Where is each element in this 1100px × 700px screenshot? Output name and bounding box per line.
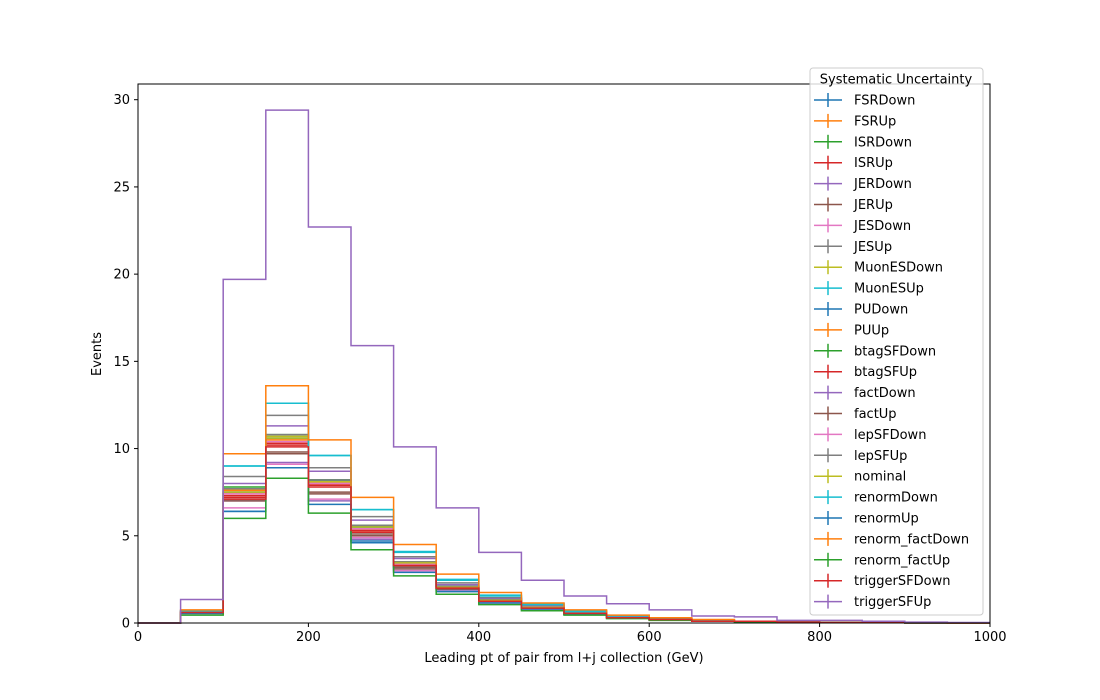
legend-label: renorm_factDown: [854, 532, 969, 547]
axes-frame: [137, 83, 991, 624]
y-tick-label: 25: [113, 180, 130, 195]
legend-items: FSRDown FSRUp ISRDown ISRUp JERDown JERUp JESD…: [814, 93, 969, 610]
legend-label: factDown: [854, 386, 916, 401]
legend-label: factUp: [854, 407, 897, 422]
legend-item-lepSFUp: lepSFUp: [814, 448, 907, 464]
x-tick-label: 600: [637, 630, 662, 645]
legend-item-factDown: factDown: [814, 385, 916, 401]
legend-item-FSRUp: FSRUp: [814, 113, 896, 129]
legend-item-lepSFDown: lepSFDown: [814, 427, 926, 443]
x-tick-label: 0: [134, 630, 142, 645]
legend-label: FSRDown: [854, 94, 915, 109]
legend-label: JERDown: [853, 177, 912, 192]
legend-label: MuonESUp: [854, 282, 924, 297]
legend-item-triggerSFDown: triggerSFDown: [814, 573, 950, 589]
legend-label: lepSFUp: [854, 449, 907, 464]
legend-item-nominal: nominal: [814, 469, 906, 485]
legend-label: btagSFDown: [854, 344, 936, 359]
legend-label: triggerSFDown: [854, 574, 950, 589]
legend-item-JESDown: JESDown: [814, 218, 911, 234]
y-tick-label: 0: [122, 617, 130, 632]
x-axis-label: Leading pt of pair from l+j collection (…: [424, 651, 703, 666]
y-axis-label: Events: [90, 332, 105, 376]
legend-item-JESUp: JESUp: [814, 239, 892, 255]
series-line-triggerSFDown: [138, 446, 990, 624]
y-tick-label: 15: [113, 355, 130, 370]
series-line-triggerSFUp: [138, 109, 990, 624]
legend-item-JERUp: JERUp: [814, 197, 893, 213]
legend-item-ISRDown: ISRDown: [814, 134, 912, 150]
y-tick-label: 20: [113, 268, 130, 283]
legend: Systematic Uncertainty FSRDown FSRUp ISRDo…: [809, 67, 984, 616]
legend-item-btagSFDown: btagSFDown: [814, 343, 936, 359]
legend-label: nominal: [854, 470, 906, 485]
legend-item-renorm_factUp: renorm_factUp: [814, 552, 950, 568]
legend-item-MuonESUp: MuonESUp: [814, 281, 924, 297]
legend-item-factUp: factUp: [814, 406, 897, 422]
legend-box: [809, 67, 984, 616]
legend-label: triggerSFUp: [854, 595, 931, 610]
legend-label: JERUp: [853, 198, 893, 213]
legend-item-PUUp: PUUp: [814, 322, 889, 338]
legend-label: renormDown: [854, 491, 938, 506]
legend-item-FSRDown: FSRDown: [814, 93, 915, 109]
legend-item-renorm_factDown: renorm_factDown: [814, 531, 969, 547]
legend-item-renormDown: renormDown: [814, 490, 938, 506]
legend-label: ISRUp: [854, 156, 893, 171]
legend-item-btagSFUp: btagSFUp: [814, 364, 917, 380]
legend-item-MuonESDown: MuonESDown: [814, 260, 943, 276]
legend-label: PUUp: [854, 323, 889, 338]
y-tick-label: 5: [122, 529, 130, 544]
legend-label: ISRDown: [854, 135, 912, 150]
x-tick-label: 1000: [973, 630, 1006, 645]
legend-item-ISRUp: ISRUp: [814, 155, 893, 171]
legend-label: renormUp: [854, 512, 919, 527]
legend-title: Systematic Uncertainty: [820, 73, 973, 88]
series-layer: [138, 109, 990, 624]
y-tick-label: 10: [113, 442, 130, 457]
x-tick-label: 800: [807, 630, 832, 645]
x-tick-label: 200: [296, 630, 321, 645]
legend-label: renorm_factUp: [854, 553, 950, 568]
legend-label: JESUp: [853, 240, 892, 255]
legend-label: PUDown: [854, 303, 908, 318]
legend-label: MuonESDown: [854, 261, 943, 276]
legend-label: lepSFDown: [854, 428, 926, 443]
legend-item-renormUp: renormUp: [814, 511, 919, 527]
legend-label: FSRUp: [854, 114, 896, 129]
legend-item-JERDown: JERDown: [814, 176, 912, 192]
x-tick-label: 400: [466, 630, 491, 645]
ticks-layer: 0 200 400 600 800 1000 0 5 10 15 20 25 30: [113, 93, 1006, 645]
y-tick-label: 30: [113, 93, 130, 108]
legend-item-triggerSFUp: triggerSFUp: [814, 594, 931, 610]
legend-item-PUDown: PUDown: [814, 302, 908, 318]
legend-label: btagSFUp: [854, 365, 917, 380]
legend-label: JESDown: [853, 219, 911, 234]
